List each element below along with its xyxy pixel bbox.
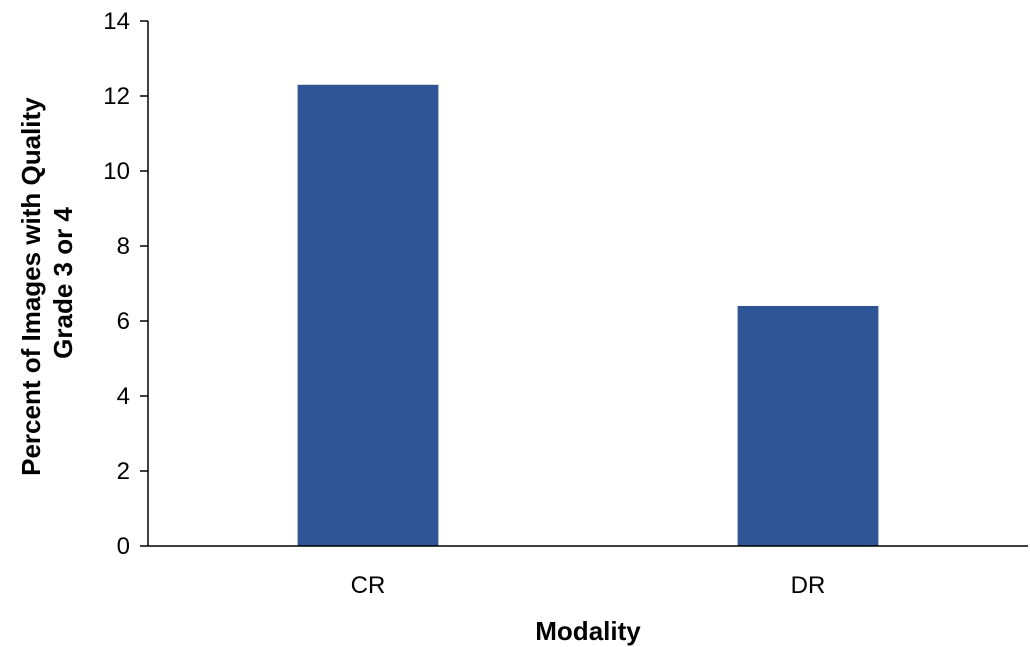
y-tick-label: 12 — [103, 83, 130, 110]
y-axis-title: Percent of Images with Quality Grade 3 o… — [16, 90, 78, 476]
y-tick-label: 0 — [117, 533, 130, 560]
bars-group — [297, 84, 879, 546]
y-tick-label: 10 — [103, 158, 130, 185]
bar-cr — [297, 84, 439, 546]
y-tick-label: 6 — [117, 308, 130, 335]
y-tick-label: 2 — [117, 458, 130, 485]
y-axis-title-line-2: Grade 3 or 4 — [48, 207, 78, 359]
x-tick-label: CR — [351, 572, 386, 599]
x-ticks: CR DR — [351, 572, 826, 599]
y-tick-label: 4 — [117, 383, 130, 410]
y-tick-label: 8 — [117, 233, 130, 260]
y-tick-label: 14 — [103, 8, 130, 35]
y-axis: 0 2 4 6 8 10 12 14 — [103, 8, 149, 560]
y-ticks: 0 2 4 6 8 10 12 14 — [103, 8, 148, 560]
x-tick-label: DR — [791, 572, 826, 599]
x-axis: CR DR — [148, 545, 1028, 599]
x-axis-title: Modality — [535, 616, 641, 646]
bar-dr — [737, 306, 879, 546]
y-axis-title-line-1: Percent of Images with Quality — [16, 97, 46, 476]
